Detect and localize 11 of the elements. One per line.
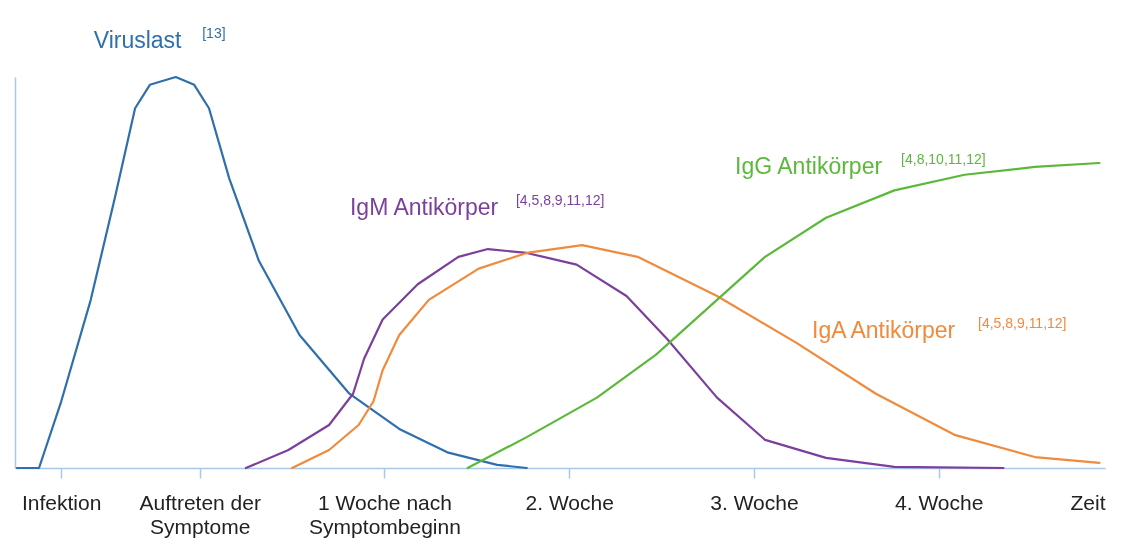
x-tick-label: Infektion [21, 490, 102, 514]
series-label: IgA Antikörper [4,5,8,9,11,12] [812, 314, 1067, 343]
x-tick-label: Auftreten der Symptome [139, 490, 261, 538]
x-tick-label: 2. Woche [525, 490, 614, 514]
x-axis-title: Zeit [1070, 490, 1106, 514]
series-label: IgG Antikörper [4,8,10,11,12] [735, 150, 986, 179]
x-tick-label: 3. Woche [710, 490, 799, 514]
series-label: Viruslast [13] [93, 25, 226, 53]
series-label: IgM Antikörper [4,5,8,9,11,12] [349, 192, 605, 221]
x-tick-label: 1 Woche nach Symptombeginn [309, 490, 461, 538]
x-tick-label: 4. Woche [895, 490, 984, 514]
